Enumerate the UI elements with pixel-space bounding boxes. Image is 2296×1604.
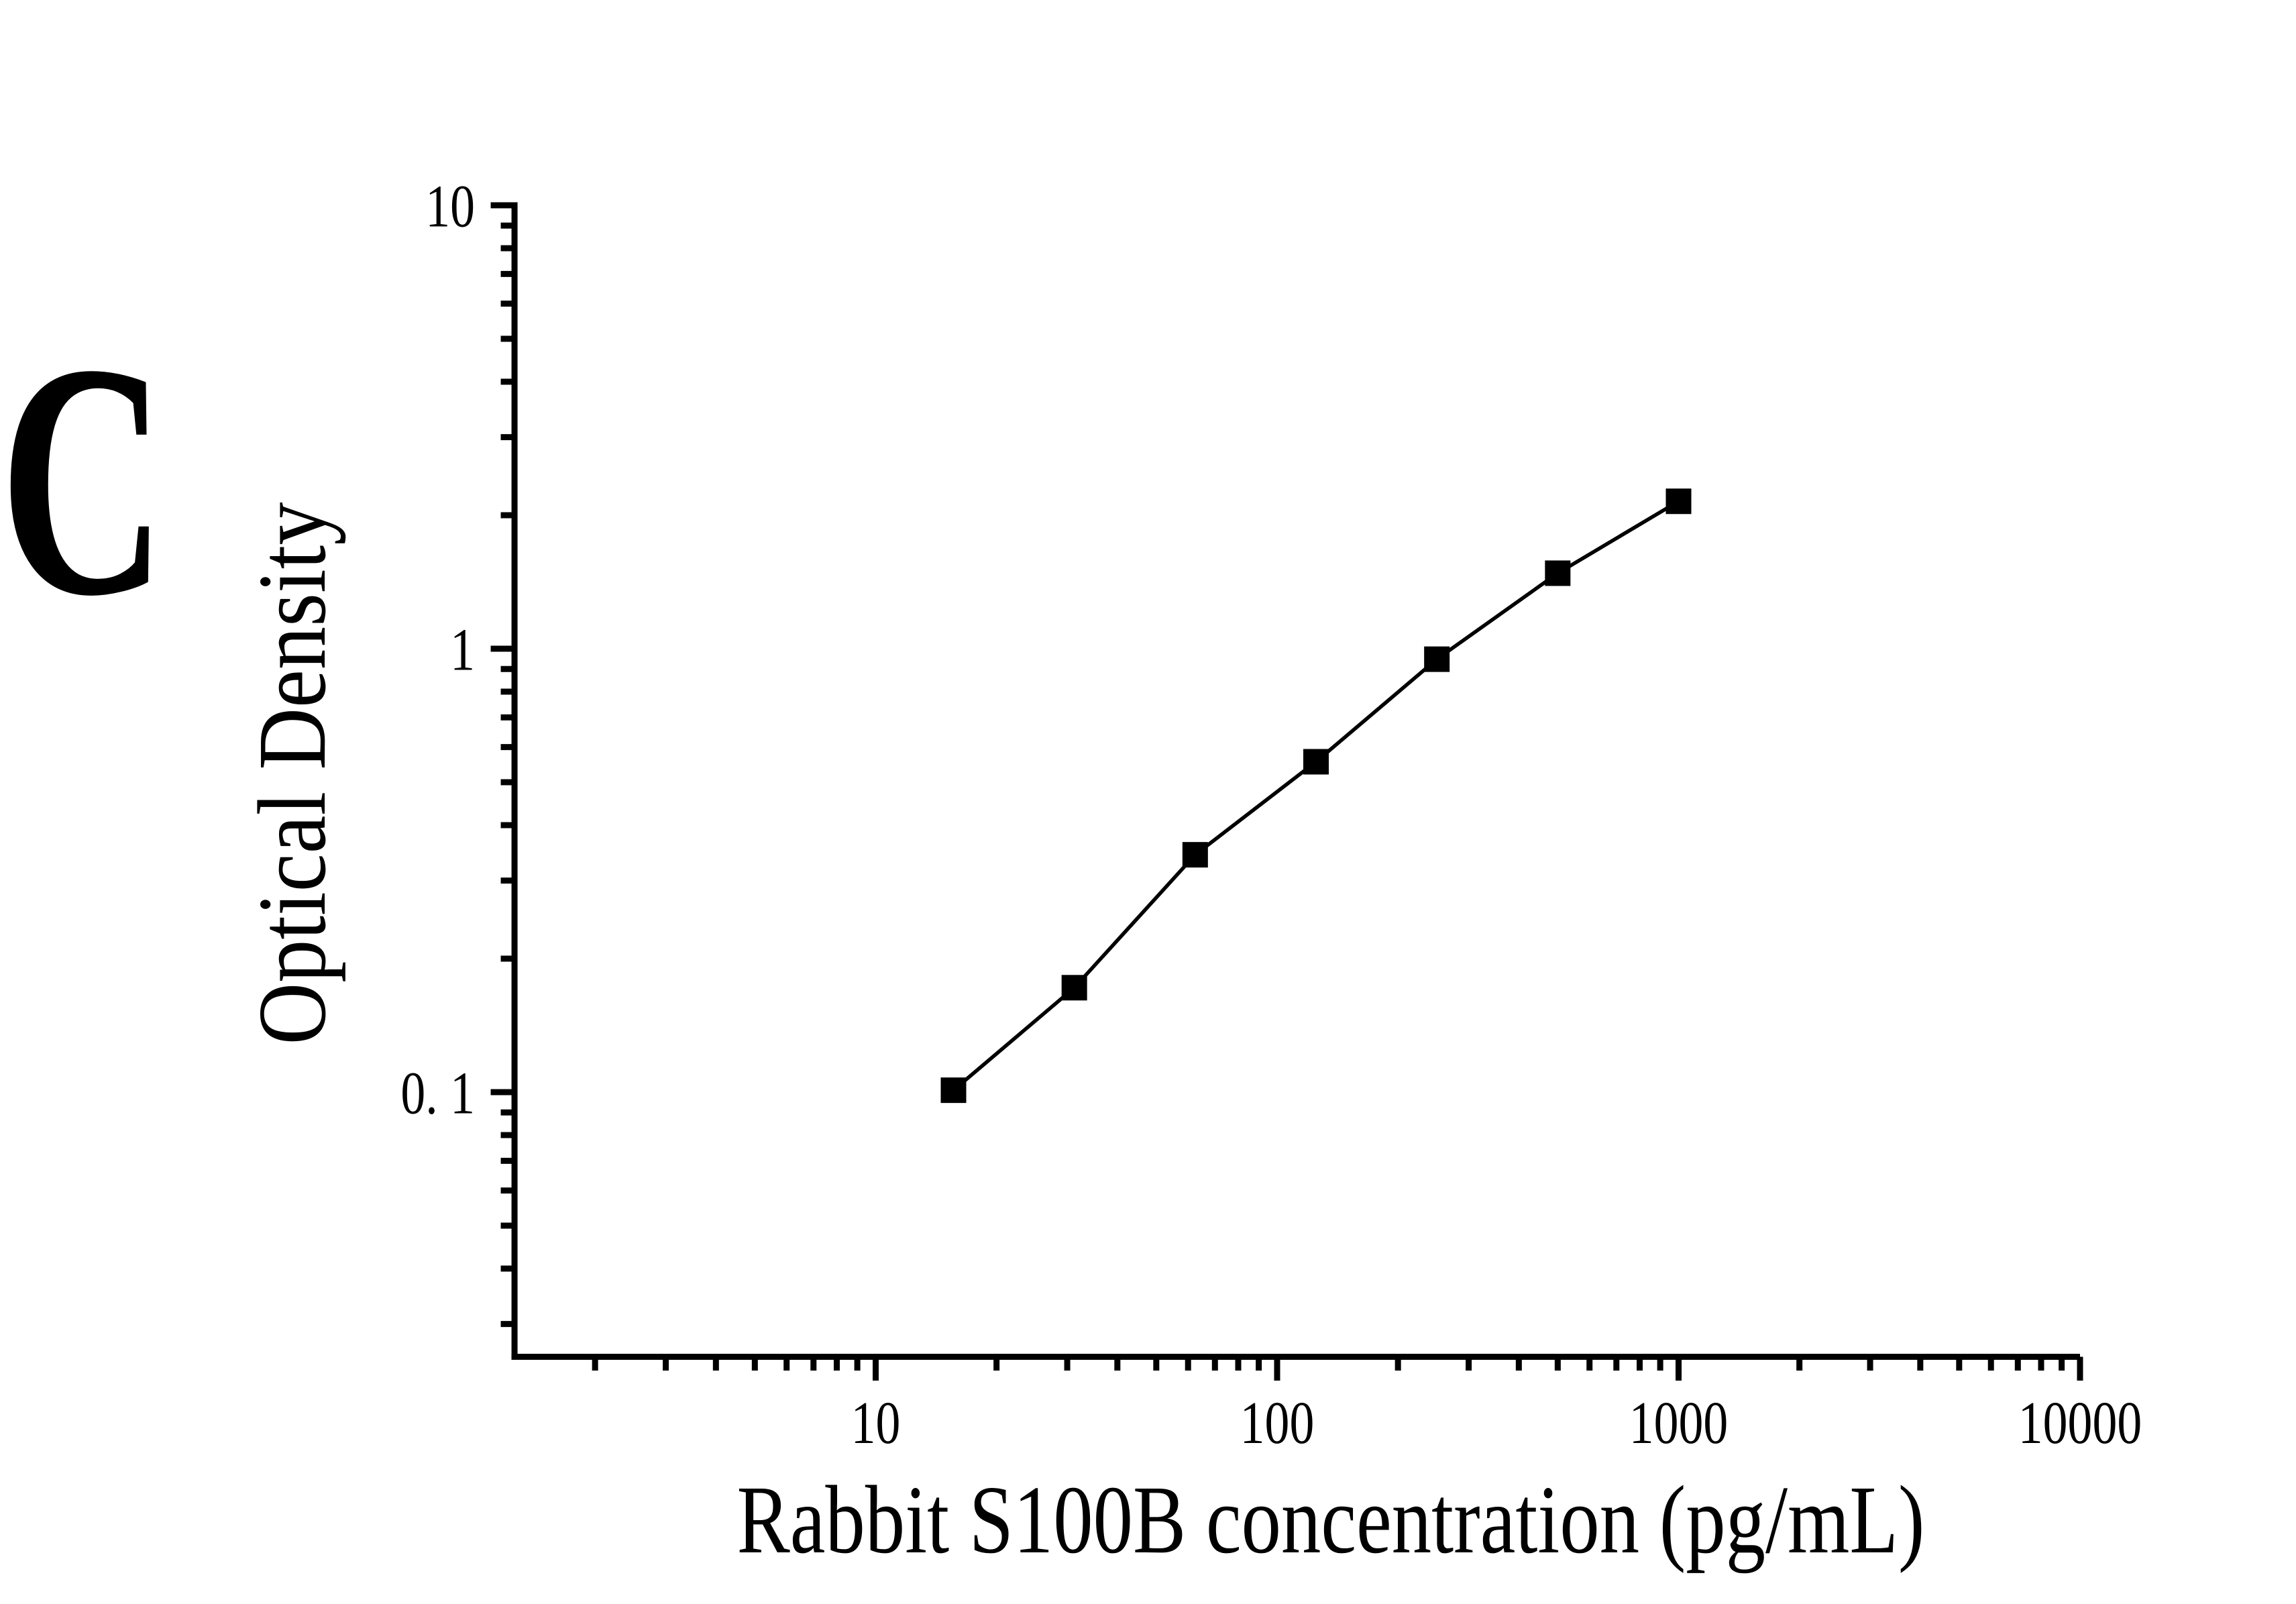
y-tick-label: 1 — [450, 617, 475, 684]
data-point-marker — [1182, 842, 1208, 868]
series-line — [952, 499, 1680, 1092]
data-point-marker — [940, 1077, 967, 1104]
x-tick-label: 100 — [1240, 1389, 1315, 1456]
x-tick-label: 1000 — [1629, 1389, 1729, 1456]
y-tick-label: 0. 1 — [400, 1060, 475, 1127]
x-tick-label: 10 — [851, 1389, 901, 1456]
y-axis-title: Optical Density — [238, 502, 346, 1045]
plot-area: 10 100 1000 10000 10 1 0. 1 — [400, 173, 2142, 1456]
panel-label: C — [0, 295, 166, 665]
data-point-marker — [1061, 975, 1087, 1001]
data-point-marker — [1545, 560, 1571, 586]
y-tick-label: 10 — [425, 173, 475, 240]
x-axis-title: Rabbit S100B concentration (pg/mL) — [737, 1466, 1925, 1574]
x-tick-label: 10000 — [2018, 1389, 2142, 1456]
data-point-marker — [1424, 646, 1450, 672]
data-point-marker — [1665, 488, 1692, 515]
data-point-marker — [1303, 749, 1329, 775]
